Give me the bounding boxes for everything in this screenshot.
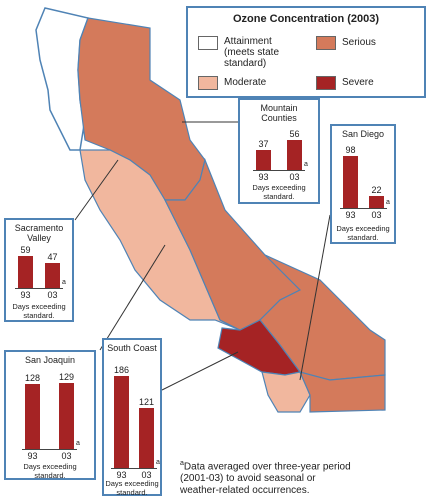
panel-caption: Days exceeding standard. [240,183,318,201]
panel-title: San Joaquin [6,355,94,365]
legend-swatch-moderate [198,76,218,90]
category-label: 03 [141,470,152,480]
bar-value-label: 37 [258,139,269,149]
panel-title: Mountain Counties [240,103,318,123]
footnote-line2: (2001-03) to avoid seasonal or [180,473,316,485]
region-moderate-san-diego [261,371,311,413]
bar-93 [25,384,40,449]
legend-swatch-serious [316,36,336,50]
caption-line2: standard. [23,311,55,320]
panel-title-line1: Mountain [260,103,298,113]
bar-value-label: 47 [47,252,58,262]
legend: Ozone Concentration (2003) Attainment (m… [186,6,426,98]
legend-label-attainment-line2: (meets state [224,47,280,58]
footnote-line1: aData averaged over three-year period [180,458,430,473]
caption-line1: Days exceeding [336,224,390,233]
panel-title-line2: Valley [27,233,51,243]
caption-line2: standard. [263,192,295,201]
panel-caption: Days exceeding standard. [104,479,160,497]
category-label: 03 [289,172,300,182]
legend-label-attainment-line3: standard) [224,58,267,69]
bar-93 [114,376,129,468]
panel-caption: Days exceeding standard. [6,462,94,480]
leader-sacramento [74,159,119,221]
bar-value-label: 59 [20,245,31,255]
caption-line2: standard. [116,488,148,497]
caption-line2: standard. [34,471,66,480]
panel-caption: Days exceeding standard. [332,224,394,242]
leader-sandiego [299,214,331,381]
bar-value-label: 128 [24,373,41,383]
panel-mountain-counties: Mountain Counties Days exceeding standar… [238,98,320,204]
bar-value-label: 129 [58,372,75,382]
legend-label-attainment: Attainment (meets state standard) [224,36,279,69]
category-label: 93 [20,290,31,300]
legend-label-attainment-line1: Attainment [224,36,272,47]
footnote-marker-a: a [76,440,80,447]
panel-title-line1: San Joaquin [24,355,76,365]
panel-sacramento-valley: Sacramento Valley Days exceeding standar… [4,218,74,322]
chart-baseline [340,208,387,209]
region-serious-imperial [298,371,386,413]
legend-label-severe: Severe [342,77,374,88]
bar-value-label: 22 [371,185,382,195]
bar-value-label: 56 [289,129,300,139]
footnote-marker: a [180,460,184,467]
category-label: 93 [345,210,356,220]
legend-swatch-attainment [198,36,218,50]
bar-03 [139,408,154,468]
category-label: 93 [27,451,38,461]
panel-title: San Diego [332,129,394,139]
leader-southcoast [161,351,239,391]
panel-san-joaquin: San Joaquin Days exceeding standard. 128… [4,350,96,480]
panel-title-line2: Counties [261,113,297,123]
panel-title-line1: Sacramento [14,223,64,233]
caption-line2: standard. [347,233,379,242]
chart-baseline [22,449,77,450]
bar-93 [256,150,271,170]
region-moderate-coast [79,149,241,331]
footnote-marker-a: a [156,459,160,466]
legend-label-moderate: Moderate [224,77,267,88]
category-label: 03 [47,290,58,300]
caption-line1: Days exceeding [23,462,77,471]
category-label: 93 [258,172,269,182]
bar-value-label: 98 [345,145,356,155]
panel-title-line1: San Diego [341,129,385,139]
footnote-line1-text: Data averaged over three-year period [183,461,351,473]
legend-label-serious: Serious [342,37,376,48]
caption-line1: Days exceeding [105,479,159,488]
category-label: 03 [61,451,72,461]
panel-san-diego: San Diego Days exceeding standard. 98 93 2… [330,124,396,244]
category-label: 93 [116,470,127,480]
bar-value-label: 186 [113,365,130,375]
footnote: aData averaged over three-year period (2… [180,458,430,497]
panel-title-line1: South Coast [107,343,157,353]
footnote-marker-a: a [304,161,308,168]
bar-93 [343,156,358,208]
leader-sanjoaquin [99,244,166,351]
panel-caption: Days exceeding standard. [6,302,72,320]
legend-swatch-severe [316,76,336,90]
legend-title: Ozone Concentration (2003) [232,13,380,25]
bar-03 [45,263,60,288]
footnote-marker-a: a [62,279,66,286]
chart-baseline [111,468,157,469]
bar-value-label: 121 [138,397,155,407]
chart-baseline [15,288,63,289]
category-label: 03 [371,210,382,220]
panel-title: Sacramento Valley [6,223,72,243]
bar-93 [18,256,33,288]
caption-line1: Days exceeding [12,302,66,311]
bar-03 [59,383,74,449]
footnote-line3: weather-related occurrences. [180,485,310,497]
footnote-marker-a: a [386,199,390,206]
chart-baseline [253,170,305,171]
panel-title: South Coast [104,343,160,353]
bar-03 [369,196,384,208]
bar-03 [287,140,302,170]
panel-south-coast: South Coast Days exceeding standard. 186… [102,338,162,497]
caption-line1: Days exceeding [252,183,306,192]
